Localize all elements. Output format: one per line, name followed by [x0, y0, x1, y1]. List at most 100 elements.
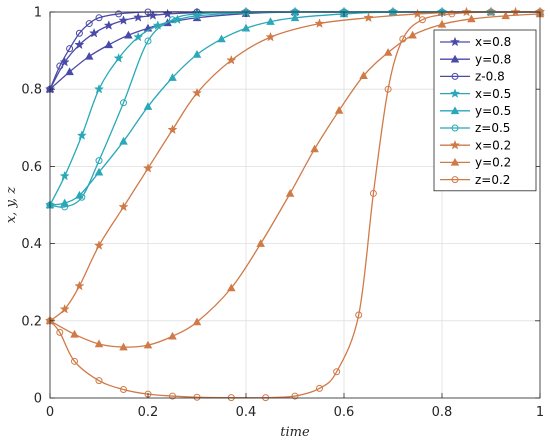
data-point: [120, 386, 127, 394]
data-point: [65, 67, 74, 76]
data-point: [142, 163, 154, 173]
legend-label: x=0.2: [475, 138, 511, 152]
y-tick-label: 0.8: [21, 83, 42, 98]
x-tick-label: 0: [46, 405, 54, 420]
legend: x=0.8 y=0.8 z-0.8 x=0.5 y=0.5 z=0.5 x=0.2 y=0.2…: [433, 29, 537, 192]
data-point: [265, 31, 276, 42]
data-point: [59, 170, 70, 181]
legend-marker: [449, 36, 461, 47]
legend-label: x=0.5: [475, 87, 511, 101]
data-point: [143, 102, 153, 110]
series-y=0.2: [45, 9, 545, 351]
data-point: [133, 31, 144, 42]
data-point: [241, 23, 251, 32]
legend-item: y=0.2: [440, 156, 511, 170]
data-point: [66, 45, 74, 53]
legend-label: y=0.5: [475, 104, 511, 118]
data-point: [193, 10, 201, 18]
data-point: [290, 13, 300, 22]
legend-item: x=0.8: [440, 35, 511, 49]
data-point: [168, 331, 177, 340]
data-point: [437, 19, 447, 28]
data-point: [61, 203, 69, 211]
data-point: [95, 157, 103, 165]
data-point: [256, 239, 265, 247]
data-point: [355, 311, 363, 319]
legend-marker: [450, 54, 460, 63]
data-point: [95, 377, 103, 385]
legend-marker: [449, 88, 461, 98]
x-axis-label: time: [280, 425, 310, 440]
legend-marker: [451, 176, 459, 184]
legend-label: z-0.8: [475, 70, 505, 84]
y-tick-label: 0.6: [21, 160, 42, 175]
data-point: [316, 384, 323, 392]
data-point: [193, 393, 201, 401]
data-point: [192, 50, 202, 58]
data-point: [169, 392, 176, 400]
data-point: [144, 37, 152, 45]
data-point: [93, 83, 105, 94]
data-point: [104, 40, 114, 49]
data-point: [94, 339, 104, 348]
data-point: [118, 15, 129, 25]
legend-item: z=0.5: [440, 121, 510, 135]
legend-item: x=0.2: [440, 138, 511, 152]
data-point: [162, 8, 173, 19]
data-point: [120, 99, 127, 107]
data-point: [192, 317, 202, 326]
data-point: [266, 17, 275, 25]
x-tick-label: 0.8: [432, 405, 453, 420]
data-point: [399, 35, 407, 43]
data-point: [217, 34, 226, 43]
data-point: [152, 20, 163, 30]
data-point: [412, 8, 423, 19]
data-point: [103, 20, 114, 30]
legend-item: y=0.8: [440, 52, 511, 66]
data-point: [76, 130, 87, 140]
y-axis-label: x, y, z: [4, 187, 19, 223]
data-point: [334, 106, 344, 114]
legend-marker: [451, 72, 459, 80]
x-tick-label: 1: [536, 405, 544, 420]
plot-area-frame: [49, 11, 541, 399]
x-tick-label: 0.6: [334, 405, 355, 420]
y-tick-label: 1: [34, 6, 42, 21]
data-point: [227, 283, 236, 292]
legend-label: z=0.2: [475, 173, 510, 187]
legend-label: y=0.2: [475, 156, 511, 170]
data-point: [59, 303, 70, 314]
data-point: [143, 340, 153, 349]
data-point: [124, 30, 133, 39]
data-point: [119, 342, 128, 351]
data-point: [285, 188, 295, 197]
data-point: [369, 189, 377, 197]
data-point: [167, 124, 178, 135]
data-point: [56, 328, 64, 336]
legend-marker: [449, 139, 461, 150]
axis-ticks: 0 0.2 0.4 0.6 0.8 1 0 0.2 0.4 0.6 0.8 1: [21, 6, 544, 421]
data-point: [310, 144, 319, 153]
data-point: [70, 329, 79, 338]
data-point: [118, 201, 129, 212]
x-tick-label: 0.4: [236, 405, 257, 420]
data-point: [84, 51, 94, 60]
y-tick-label: 0.2: [21, 314, 42, 329]
legend-marker: [450, 106, 460, 115]
data-point: [89, 27, 100, 38]
data-point: [467, 14, 476, 23]
data-point: [75, 29, 83, 37]
data-point: [291, 392, 299, 400]
data-point: [56, 62, 64, 70]
legend-marker: [451, 124, 459, 132]
y-tick-label: 0: [34, 392, 42, 407]
data-point: [169, 16, 176, 24]
legend-item: x=0.5: [440, 87, 511, 101]
series-line: [49, 11, 541, 399]
y-tick-label: 0.4: [21, 237, 42, 252]
data-point: [95, 14, 103, 22]
data-point: [191, 87, 203, 98]
data-point: [119, 136, 128, 145]
legend-marker: [450, 157, 460, 166]
data-point: [408, 30, 417, 39]
